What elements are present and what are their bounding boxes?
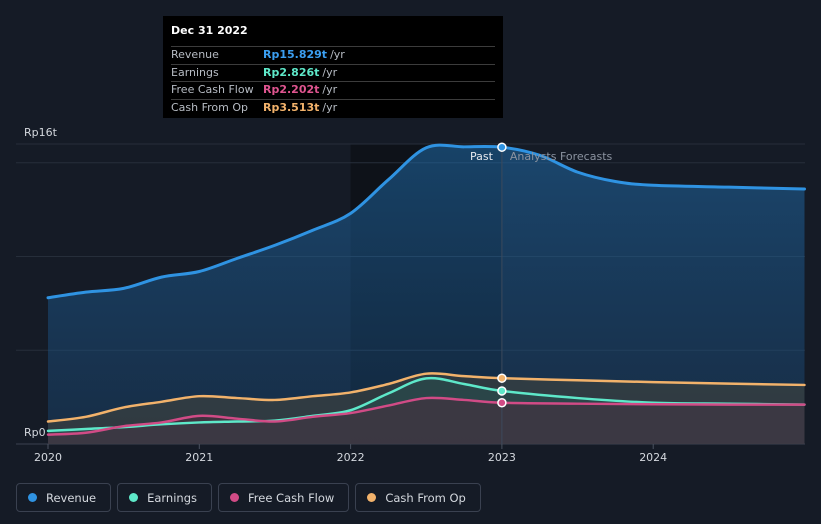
earnings-dot-icon: [129, 493, 139, 502]
legend-item-free-cash-flow[interactable]: Free Cash Flow: [218, 483, 350, 512]
tooltip-label: Revenue: [171, 48, 219, 61]
tooltip-unit: /yr: [322, 65, 338, 79]
legend-item-revenue[interactable]: Revenue: [16, 483, 112, 512]
x-axis: 2020 2021 2022 2023 2024: [34, 444, 667, 464]
earnings-marker: [497, 386, 507, 396]
revenue-area: [48, 145, 805, 444]
series-lines: [46, 143, 806, 436]
tooltip-row-revenue: Revenue Rp15.829t /yr: [171, 46, 495, 64]
forecast-label: Analysts Forecasts: [510, 150, 613, 163]
tooltip-label: Earnings: [171, 65, 219, 79]
revenue-marker: [497, 142, 507, 152]
tooltip-row-earnings: Earnings Rp2.826t /yr: [171, 63, 495, 82]
x-tick-label: 2024: [639, 451, 667, 464]
tooltip-unit: /yr: [322, 100, 338, 114]
cash-from-op-dot-icon: [367, 493, 377, 502]
cash-from-op-marker: [497, 373, 507, 383]
legend-label: Revenue: [46, 490, 97, 505]
tooltip-value: Rp2.202t: [263, 83, 320, 96]
free-cash-flow-area: [48, 397, 805, 444]
x-tick-label: 2023: [488, 451, 516, 464]
tooltip-row-cash-from-op: Cash From Op Rp3.513t /yr: [171, 98, 495, 117]
legend: Revenue Earnings Free Cash Flow Cash Fro…: [16, 483, 481, 512]
x-tick-label: 2020: [34, 451, 62, 464]
chart: Past Analysts Forecasts Rp16t Rp0 2020 20…: [16, 126, 806, 464]
tooltip-label: Cash From Op: [171, 100, 249, 114]
x-tick-label: 2021: [185, 451, 213, 464]
earnings-line: [46, 376, 806, 433]
revenue-dot-icon: [28, 493, 37, 502]
series-markers: [497, 142, 507, 408]
earnings-area: [48, 378, 805, 444]
y-tick-label-top: Rp16t: [24, 126, 58, 139]
legend-item-earnings[interactable]: Earnings: [117, 483, 212, 512]
free-cash-flow-dot-icon: [230, 493, 239, 502]
tooltip-value: Rp3.513t: [263, 100, 320, 114]
tooltip-value: Rp15.829t: [263, 48, 328, 61]
tooltip-unit: /yr: [322, 83, 338, 96]
tooltip-unit: /yr: [330, 48, 345, 61]
legend-item-cash-from-op[interactable]: Cash From Op: [355, 483, 481, 512]
tooltip-row-free-cash-flow: Free Cash Flow Rp2.202t /yr: [171, 81, 495, 99]
revenue-line: [46, 143, 806, 300]
legend-label: Cash From Op: [385, 490, 466, 505]
series-areas: [48, 145, 805, 444]
y-tick-label-bottom: Rp0: [24, 426, 46, 439]
legend-label: Earnings: [147, 490, 197, 505]
tooltip-value: Rp2.826t: [263, 65, 320, 79]
free-cash-flow-line: [46, 396, 806, 436]
legend-label: Free Cash Flow: [248, 490, 335, 505]
tooltip: Dec 31 2022 Revenue Rp15.829t /yr Earnin…: [163, 16, 503, 118]
x-tick-label: 2022: [337, 451, 365, 464]
past-label: Past: [470, 150, 494, 163]
free-cash-flow-marker: [497, 398, 507, 408]
tooltip-label: Free Cash Flow: [171, 83, 254, 96]
tooltip-date: Dec 31 2022: [171, 24, 248, 37]
cash-from-op-line: [46, 372, 806, 423]
